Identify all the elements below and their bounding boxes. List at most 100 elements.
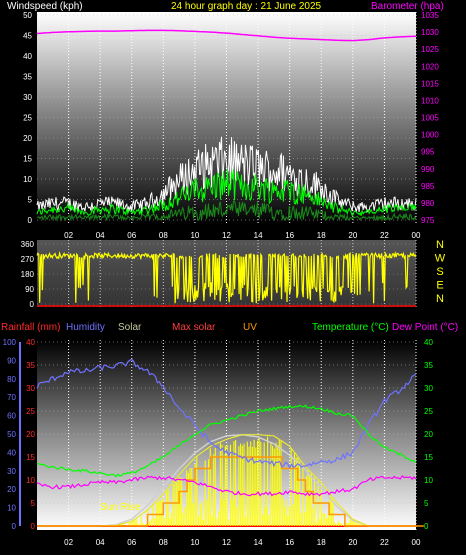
y-tick-label-barometer: 990 [421,165,435,174]
direction-panel-ticks: 0 90 180 270 360 [21,240,35,309]
legend-humidity: Humidity [66,322,105,333]
windspeed-label: Windspeed (kph) [7,1,83,12]
x-tick-label: 14 [254,538,263,547]
y-tick-label-barometer: 1030 [421,28,439,37]
compass-label: N [436,239,444,251]
y-tick-label-direction: 270 [21,255,35,264]
temperature-line [36,404,417,478]
y-tick-label-direction: 0 [30,300,35,309]
wind-panel-ticks: 0510152025303540455097598098599099510001… [23,11,439,240]
y-tick-label-rain: 5 [31,499,36,508]
x-tick-label: 22 [380,538,389,547]
y-tick-label-wind: 35 [23,73,32,82]
x-tick-label: 22 [380,231,389,240]
barometer-line [36,29,417,42]
y-tick-label-temperature: 0 [424,522,429,531]
x-tick-label: 00 [412,231,421,240]
x-tick-label: 10 [190,538,199,547]
y-tick-label-barometer: 1025 [421,45,439,54]
y-tick-label-temperature: 35 [424,361,433,370]
dew-point-line [36,475,417,497]
temp-panel-ticks: 0102030405060708090100051015202530354005… [3,338,434,547]
y-tick-label-rain: 15 [26,453,35,462]
temp-panel-marks [36,358,424,527]
y-tick-label-wind: 15 [23,155,32,164]
y-tick-label-wind: 0 [28,216,33,225]
legend-rainfall: Rainfall (mm) [1,322,60,333]
compass-label: N [436,293,444,305]
y-tick-label-barometer: 995 [421,148,435,157]
y-tick-label-wind: 20 [23,134,32,143]
temp-humidity-solar-panel: 0102030405060708090100051015202530354005… [3,338,434,547]
y-tick-label-humidity: 80 [7,375,16,384]
legend-temperature: Temperature (°C) [312,322,389,333]
x-tick-label: 18 [317,231,326,240]
y-tick-label-barometer: 1000 [421,131,439,140]
x-tick-label: 06 [127,538,136,547]
wind-panel-background [37,12,416,225]
y-tick-label-humidity: 30 [7,467,16,476]
legend-dew-point: Dew Point (°C) [392,322,458,333]
y-tick-label-barometer: 980 [421,199,435,208]
x-tick-label: 06 [127,231,136,240]
sun-rise-annotation: Sun Rise [100,502,141,513]
y-tick-label-humidity: 100 [3,338,17,347]
x-tick-label: 14 [254,231,263,240]
y-tick-label-barometer: 985 [421,182,435,191]
y-tick-label-temperature: 5 [424,499,429,508]
y-tick-label-humidity: 20 [7,485,16,494]
y-tick-label-barometer: 1035 [421,11,439,20]
x-tick-label: 02 [64,231,73,240]
chart-title: 24 hour graph day : 21 June 2025 [171,1,322,12]
y-tick-label-temperature: 40 [424,338,433,347]
y-tick-label-direction: 90 [25,285,34,294]
y-tick-label-humidity: 40 [7,448,16,457]
y-tick-label-wind: 45 [23,32,32,41]
y-tick-label-humidity: 50 [7,430,16,439]
x-tick-label: 18 [317,538,326,547]
legend-solar: Solar [118,322,142,333]
wind-low-line [36,200,417,222]
compass-label: E [436,280,443,292]
x-tick-label: 16 [285,231,294,240]
y-tick-label-rain: 20 [26,430,35,439]
y-tick-label-temperature: 10 [424,476,433,485]
x-tick-label: 12 [222,231,231,240]
y-tick-label-rain: 10 [26,476,35,485]
x-tick-label: 20 [348,231,357,240]
y-tick-label-rain: 25 [26,407,35,416]
y-tick-label-wind: 10 [23,175,32,184]
x-tick-label: 00 [412,538,421,547]
y-tick-label-wind: 30 [23,93,32,102]
x-tick-label: 12 [222,538,231,547]
y-tick-label-wind: 5 [28,196,33,205]
y-tick-label-temperature: 20 [424,430,433,439]
y-tick-label-rain: 35 [26,361,35,370]
y-tick-label-humidity: 10 [7,504,16,513]
y-tick-label-wind: 50 [23,11,32,20]
x-tick-label: 08 [159,231,168,240]
y-tick-label-humidity: 0 [12,522,17,531]
x-tick-label: 20 [348,538,357,547]
legend-uv: UV [243,322,257,333]
y-tick-label-direction: 360 [21,240,35,249]
uv-line [37,456,424,527]
x-tick-label: 10 [190,231,199,240]
y-tick-label-temperature: 15 [424,453,433,462]
compass-label: S [436,266,443,278]
y-tick-label-humidity: 90 [7,356,16,365]
wind-average-line [36,169,417,217]
wind-direction-line [36,250,417,304]
x-tick-label: 04 [96,538,105,547]
y-tick-label-rain: 30 [26,384,35,393]
x-tick-label: 04 [96,231,105,240]
y-tick-label-wind: 25 [23,114,32,123]
y-tick-label-barometer: 1020 [421,62,439,71]
x-tick-label: 16 [285,538,294,547]
y-tick-label-rain: 40 [26,338,35,347]
temp-panel-background [37,340,416,530]
y-tick-label-direction: 180 [21,270,35,279]
